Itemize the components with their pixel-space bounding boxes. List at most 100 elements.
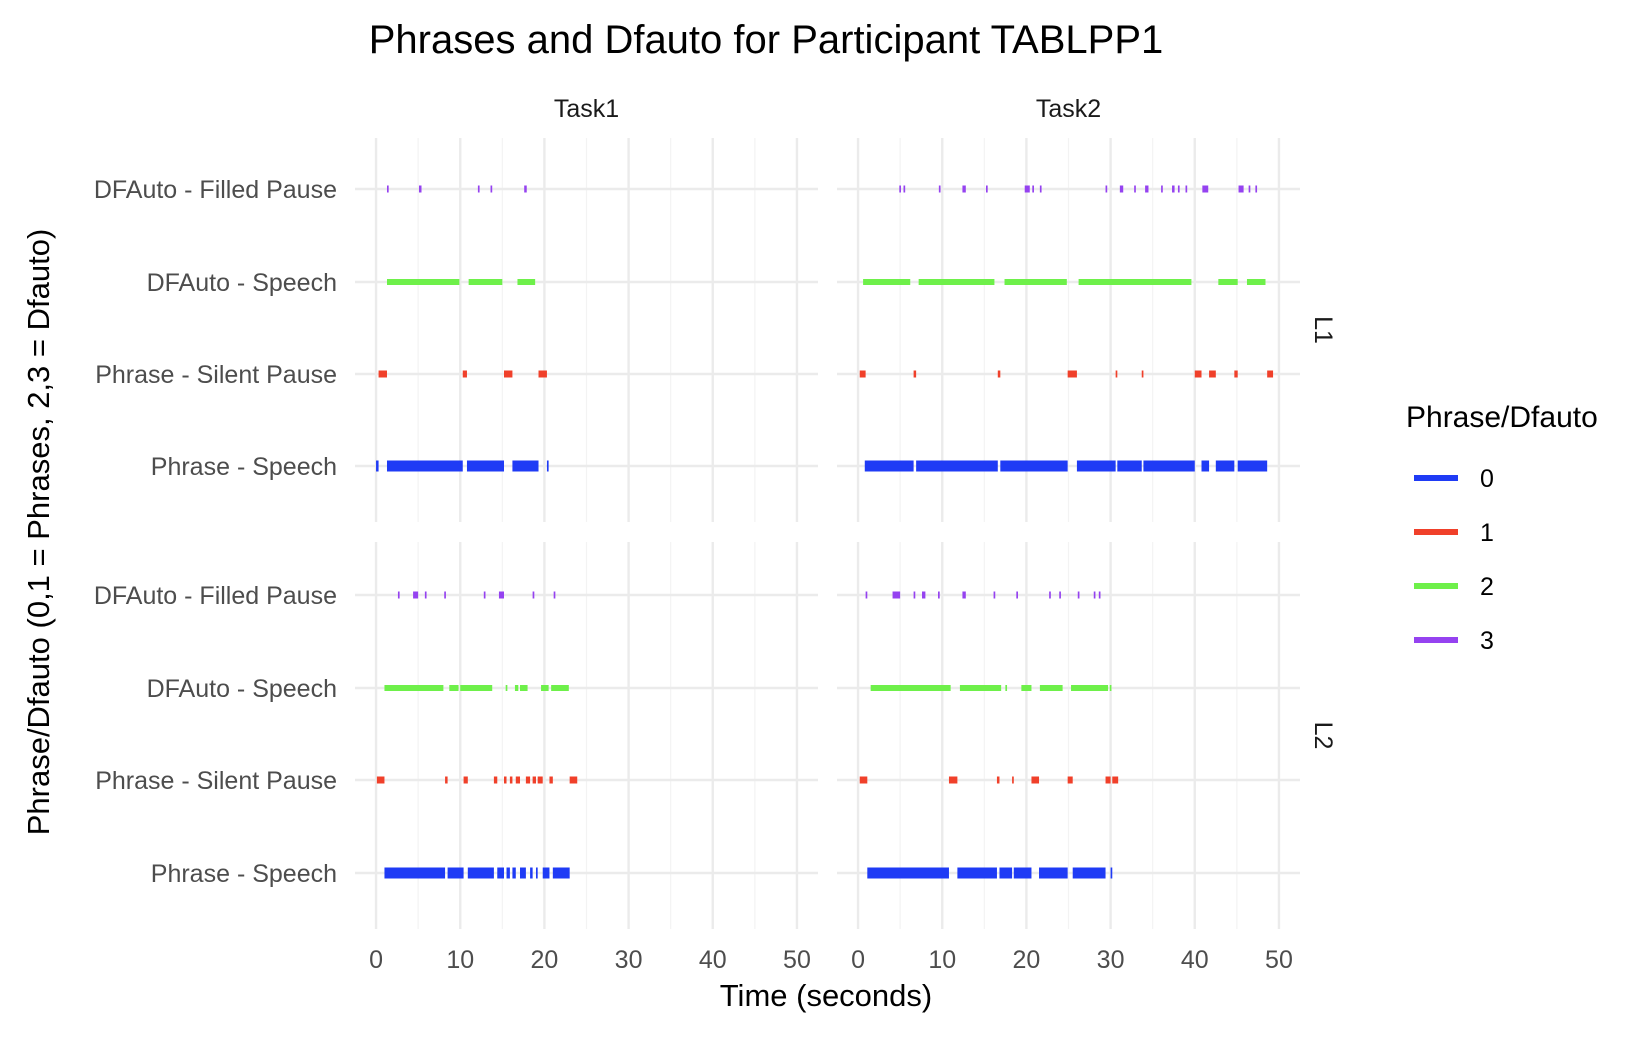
facet-col-label-task1: Task1	[554, 95, 619, 123]
segment-phrase-silent-pause	[1141, 370, 1144, 378]
segment-phrase-silent-pause	[462, 370, 467, 378]
segment-phrase-speech	[542, 867, 550, 879]
segment-phrase-silent-pause	[1209, 370, 1216, 378]
segment-phrase-silent-pause	[1234, 370, 1238, 378]
segment-phrase-speech	[957, 867, 997, 879]
segment-dfauto-filled-pause	[418, 185, 422, 193]
segment-phrase-silent-pause	[549, 776, 553, 784]
segment-phrase-silent-pause	[1067, 776, 1073, 784]
segment-dfauto-filled-pause	[1039, 185, 1042, 193]
segment-phrase-speech	[519, 867, 526, 879]
segment-dfauto-filled-pause	[962, 185, 966, 193]
x-tick-label: 50	[1265, 946, 1293, 974]
segment-dfauto-filled-pause	[903, 185, 906, 193]
segment-dfauto-filled-pause	[986, 185, 988, 193]
segment-dfauto-speech	[505, 685, 508, 691]
segment-phrase-silent-pause	[859, 370, 866, 378]
segment-dfauto-filled-pause	[413, 591, 419, 599]
segment-dfauto-filled-pause	[922, 591, 926, 599]
segment-dfauto-filled-pause	[938, 591, 940, 599]
legend-label-2: 2	[1480, 573, 1494, 601]
segment-dfauto-speech	[460, 685, 493, 691]
x-tick-label: 30	[615, 946, 643, 974]
segment-phrase-speech	[999, 867, 1013, 879]
segment-phrase-speech	[546, 460, 549, 472]
segment-dfauto-filled-pause	[1134, 185, 1136, 193]
segment-dfauto-speech	[468, 279, 503, 285]
segment-dfauto-filled-pause	[1145, 185, 1149, 193]
segment-phrase-silent-pause	[538, 370, 547, 378]
segment-dfauto-filled-pause	[892, 591, 901, 599]
segment-phrase-speech	[466, 460, 505, 472]
segment-phrase-speech	[1013, 867, 1032, 879]
x-tick-label: 30	[1097, 946, 1125, 974]
segment-phrase-silent-pause	[504, 776, 507, 784]
segment-dfauto-filled-pause	[1161, 185, 1163, 193]
x-tick-label: 0	[369, 946, 383, 974]
segment-phrase-silent-pause	[376, 776, 385, 784]
segment-phrase-speech	[864, 460, 914, 472]
segment-dfauto-speech	[1109, 685, 1112, 691]
segment-dfauto-speech	[959, 685, 1002, 691]
segment-phrase-silent-pause	[525, 776, 531, 784]
segment-phrase-speech	[1039, 867, 1068, 879]
segment-phrase-speech	[376, 460, 379, 472]
segment-dfauto-speech	[1218, 279, 1238, 285]
segment-dfauto-speech	[1021, 685, 1032, 691]
segment-phrase-silent-pause	[1031, 776, 1040, 784]
segment-dfauto-filled-pause	[938, 185, 941, 193]
facet-row-label-l1: L1	[1309, 316, 1337, 344]
x-tick-label: 20	[531, 946, 559, 974]
segment-dfauto-filled-pause	[1177, 185, 1180, 193]
segment-dfauto-filled-pause	[993, 591, 996, 599]
segment-dfauto-filled-pause	[1049, 591, 1051, 599]
segment-phrase-silent-pause	[378, 370, 387, 378]
segment-phrase-speech	[467, 867, 494, 879]
segment-phrase-speech	[916, 460, 998, 472]
segment-dfauto-speech	[386, 279, 460, 285]
panel-l1-task1	[355, 138, 818, 522]
segment-phrase-silent-pause	[859, 776, 868, 784]
segment-phrase-speech	[512, 867, 516, 879]
segment-phrase-speech	[1000, 460, 1068, 472]
segment-dfauto-filled-pause	[962, 591, 966, 599]
segment-dfauto-speech	[384, 685, 444, 691]
segment-phrase-silent-pause	[509, 776, 513, 784]
panels-layer: Task1 Task2 L1 L2 Phrase - Speech Phrase - Si…	[94, 95, 1337, 974]
segment-dfauto-filled-pause	[1185, 185, 1188, 193]
segment-phrase-silent-pause	[1267, 370, 1274, 378]
segment-dfauto-speech	[541, 685, 549, 691]
segment-phrase-silent-pause	[569, 776, 578, 784]
segment-phrase-silent-pause	[1115, 370, 1118, 378]
segment-dfauto-speech	[870, 685, 951, 691]
segment-dfauto-filled-pause	[490, 185, 493, 193]
segment-dfauto-speech	[1246, 279, 1266, 285]
segment-phrase-speech	[535, 867, 538, 879]
segment-dfauto-filled-pause	[1077, 591, 1080, 599]
segment-dfauto-filled-pause	[1059, 591, 1061, 599]
segment-dfauto-filled-pause	[524, 185, 527, 193]
legend-title: Phrase/Dfauto	[1406, 401, 1598, 434]
segment-dfauto-filled-pause	[1238, 185, 1244, 193]
segment-dfauto-speech	[863, 279, 911, 285]
segment-dfauto-speech	[1039, 685, 1063, 691]
segment-phrase-silent-pause	[515, 776, 520, 784]
x-tick-label: 0	[851, 946, 865, 974]
segment-dfauto-speech	[1071, 685, 1109, 691]
segment-dfauto-filled-pause	[444, 591, 446, 599]
segment-dfauto-speech	[918, 279, 995, 285]
segment-phrase-speech	[1201, 460, 1210, 472]
segment-dfauto-filled-pause	[1172, 185, 1175, 193]
segment-dfauto-speech	[514, 685, 519, 691]
segment-phrase-speech	[1072, 867, 1106, 879]
segment-dfauto-filled-pause	[913, 591, 916, 599]
segment-dfauto-filled-pause	[1024, 185, 1030, 193]
y-tick-label-dfauto-speech: DFAuto - Speech	[147, 269, 337, 297]
x-tick-label: 10	[928, 946, 956, 974]
y-tick-label-dfauto-filled-pause: DFAuto - Filled Pause	[94, 582, 337, 610]
segment-dfauto-filled-pause	[1255, 185, 1258, 193]
segment-phrase-silent-pause	[948, 776, 958, 784]
segment-dfauto-filled-pause	[1032, 185, 1034, 193]
segment-phrase-speech	[497, 867, 505, 879]
